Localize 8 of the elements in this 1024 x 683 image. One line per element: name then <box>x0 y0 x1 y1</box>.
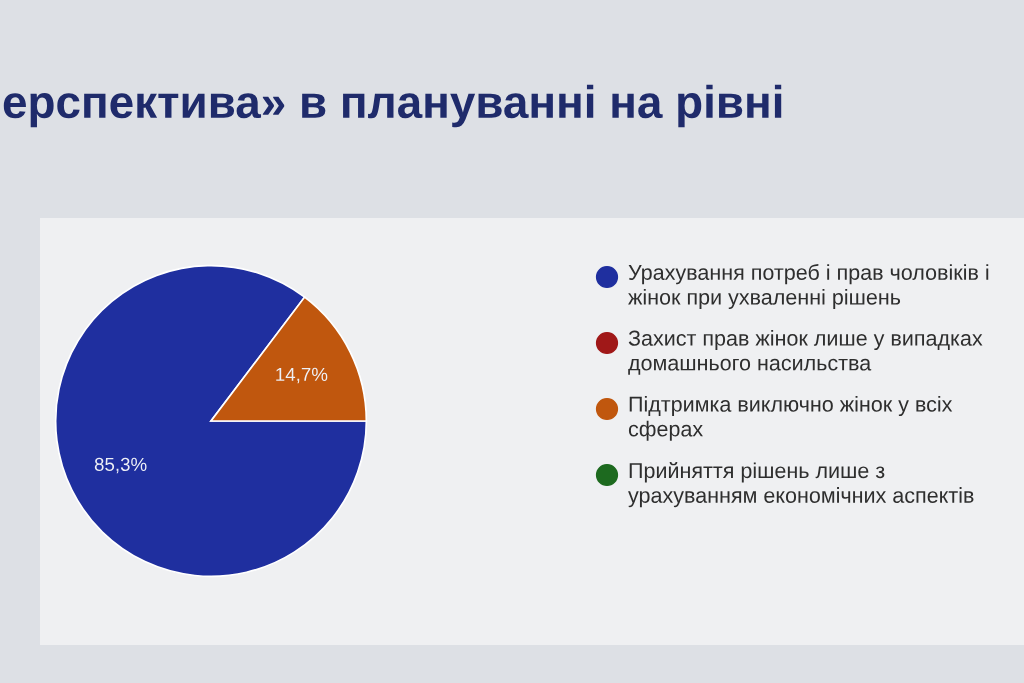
legend-label: Урахування потреб і прав чоловіків і жінок при ухваленні рішень <box>628 264 989 309</box>
legend-label: Захист прав жінок лише у випадках домашнього насильства <box>628 330 983 375</box>
chart-title: ерспектива» в плануванні на рівні <box>3 84 782 128</box>
pie-slice <box>54 264 368 578</box>
legend-label: Прийняття рішень лише з урахуванням економічних аспектів <box>628 462 974 508</box>
data-label: 14,7% <box>276 367 328 384</box>
data-label: 85,3% <box>94 457 147 474</box>
legend-label: Підтримка виключно жінок у всіх сферах <box>628 396 953 441</box>
